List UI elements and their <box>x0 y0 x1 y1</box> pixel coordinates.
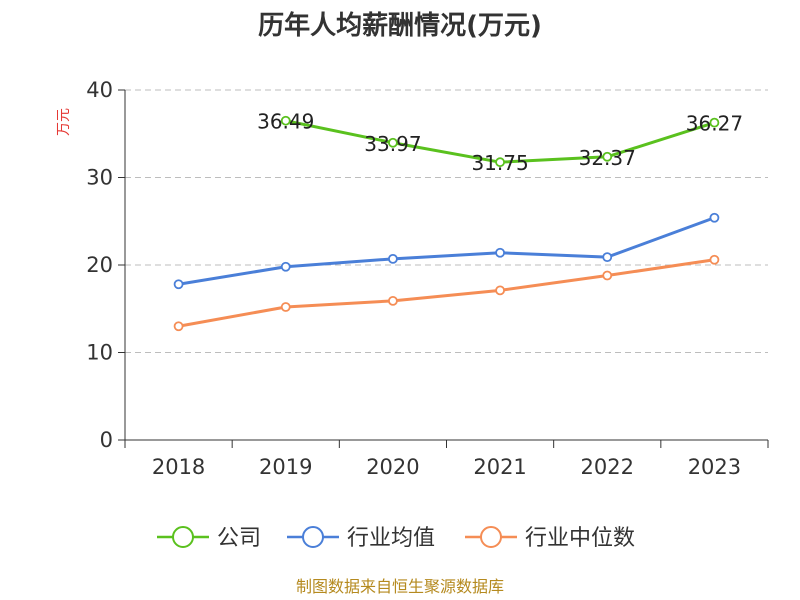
x-tick-label: 2020 <box>366 455 419 479</box>
data-label: 33.97 <box>364 132 421 156</box>
legend-label[interactable]: 公司 <box>217 526 261 551</box>
data-point[interactable] <box>709 254 720 265</box>
data-point[interactable] <box>602 151 613 162</box>
y-tick-label: 40 <box>86 78 113 102</box>
data-point[interactable] <box>495 247 505 258</box>
data-label-layer: 36.49 33.97 31.75 32.37 36.27 <box>257 110 743 175</box>
data-label: 36.49 <box>257 110 314 134</box>
legend-label[interactable]: 行业均值 <box>347 526 435 551</box>
data-point[interactable] <box>388 253 398 264</box>
series-line <box>178 216 715 286</box>
legend: 公司 行业均值 行业中位数 <box>157 526 635 551</box>
data-point[interactable] <box>173 321 184 332</box>
legend-label[interactable]: 行业中位数 <box>525 526 635 551</box>
grid-layer <box>125 89 768 353</box>
axis-layer: 0 10 20 30 40 2018 2019 2020 2021 2022 2023 <box>86 78 769 479</box>
data-point[interactable] <box>280 261 291 272</box>
legend-swatch-marker <box>480 526 502 548</box>
data-point[interactable] <box>495 285 505 296</box>
y-tick-label: 20 <box>86 253 113 277</box>
data-point[interactable] <box>709 117 720 128</box>
data-label: 36.27 <box>686 112 743 136</box>
legend-swatch-marker <box>302 526 324 548</box>
x-tick-label: 2022 <box>581 455 634 479</box>
y-axis-unit-label: 万元 <box>56 108 72 136</box>
data-label: 32.37 <box>579 146 636 170</box>
data-point[interactable] <box>495 157 505 168</box>
y-tick-label: 10 <box>86 341 113 365</box>
y-tick-label: 30 <box>86 166 113 190</box>
data-point[interactable] <box>388 137 398 148</box>
data-point[interactable] <box>280 115 291 126</box>
series-layer <box>173 115 720 332</box>
x-tick-label: 2019 <box>259 455 312 479</box>
y-tick-label: 0 <box>100 428 113 452</box>
data-point[interactable] <box>388 295 398 306</box>
source-note: 制图数据来自恒生聚源数据库 <box>296 577 504 596</box>
chart-title: 历年人均薪酬情况(万元) <box>258 10 542 41</box>
data-point[interactable] <box>602 252 613 263</box>
data-label: 31.75 <box>471 151 528 175</box>
data-point[interactable] <box>709 212 720 223</box>
x-tick-label: 2021 <box>473 455 526 479</box>
data-point[interactable] <box>602 270 613 281</box>
x-tick-label: 2018 <box>152 455 205 479</box>
series-line <box>178 258 715 328</box>
data-point[interactable] <box>173 279 184 290</box>
legend-swatch-marker <box>172 526 194 548</box>
x-tick-label: 2023 <box>688 455 741 479</box>
data-point[interactable] <box>280 302 291 312</box>
